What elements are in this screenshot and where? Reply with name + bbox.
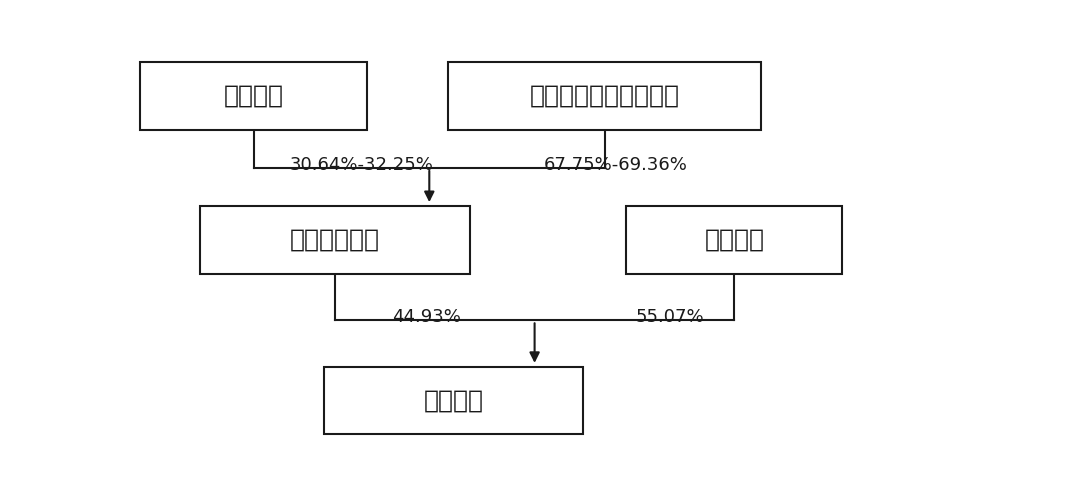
FancyBboxPatch shape xyxy=(200,206,470,274)
Text: 44.93%: 44.93% xyxy=(392,308,461,326)
Text: 中信国安实业其他股东: 中信国安实业其他股东 xyxy=(530,84,679,108)
FancyBboxPatch shape xyxy=(626,206,842,274)
FancyBboxPatch shape xyxy=(324,367,583,434)
FancyBboxPatch shape xyxy=(448,62,761,130)
Text: 67.75%-69.36%: 67.75%-69.36% xyxy=(543,156,688,174)
Text: 中信集团: 中信集团 xyxy=(224,84,284,108)
Text: 中葡股份: 中葡股份 xyxy=(423,389,484,413)
Text: 55.07%: 55.07% xyxy=(635,308,704,326)
Text: 30.64%-32.25%: 30.64%-32.25% xyxy=(289,156,434,174)
FancyBboxPatch shape xyxy=(140,62,367,130)
Text: 中信国安实业: 中信国安实业 xyxy=(289,228,380,252)
Text: 其他股东: 其他股东 xyxy=(704,228,765,252)
